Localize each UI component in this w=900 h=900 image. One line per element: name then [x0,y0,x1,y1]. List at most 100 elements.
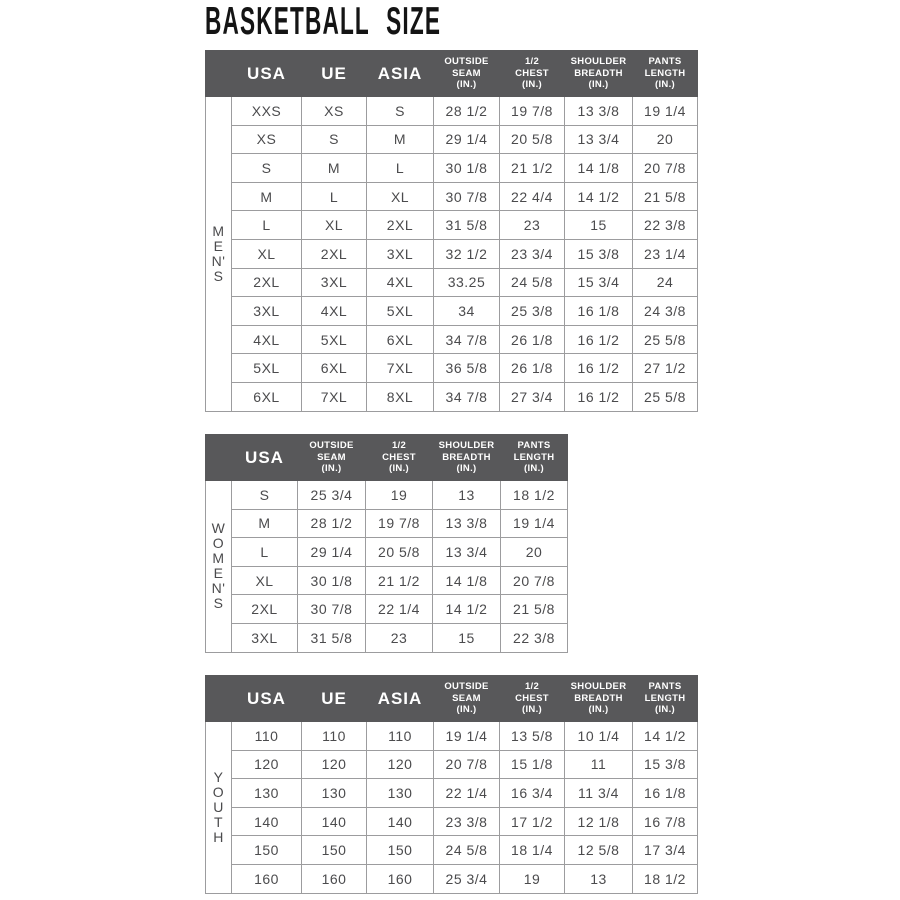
mens-size-cell: 16 1/2 [564,381,633,412]
mens-size-cell: XXS [231,96,302,126]
mens-size-cell: 2XL [366,210,434,240]
page-title: BASKETBALL SIZE [205,0,441,44]
mens-size-cell: 13 3/4 [564,124,633,155]
mens-column-header: 1/2 CHEST (IN.) [499,50,565,97]
womens-row: L 29 1/4 20 5/8 13 3/4 20 [206,537,568,567]
mens-size-cell: 14 1/2 [564,181,633,212]
youth-size-cell: 24 5/8 [433,835,500,865]
youth-size-cell: 19 1/4 [433,721,500,751]
womens-size-cell: 30 7/8 [297,594,366,624]
womens-size-cell: 19 7/8 [365,508,433,539]
mens-size-cell: 30 1/8 [433,153,500,183]
mens-size-cell: 21 5/8 [632,181,698,212]
mens-group-label: M E N' S [205,96,232,412]
womens-column-header: 1/2 CHEST (IN.) [365,434,433,481]
youth-column-header: PANTS LENGTH (IN.) [632,675,698,722]
mens-size-cell: XL [231,238,302,269]
youth-size-cell: 130 [301,778,367,808]
youth-row: 150 150 150 24 5/8 18 1/4 12 5/8 17 3/4 [206,835,698,865]
womens-header-spacer [205,434,232,481]
mens-size-cell: 19 7/8 [499,96,565,126]
youth-size-table: USA UE ASIA OUTSIDE SEAM (IN.) 1/2 CHEST (IN… [205,675,698,894]
mens-size-cell: 32 1/2 [433,238,500,269]
mens-size-cell: 6XL [366,324,434,355]
mens-size-cell: 2XL [301,238,367,269]
youth-size-cell: 120 [301,749,367,780]
youth-size-cell: 160 [231,863,302,894]
womens-size-cell: 30 1/8 [297,565,366,596]
mens-size-cell: 16 1/8 [564,296,633,326]
mens-size-cell: 7XL [366,353,434,383]
womens-size-cell: 20 [500,537,568,567]
youth-size-cell: 13 [564,863,633,894]
youth-column-header: 1/2 CHEST (IN.) [499,675,565,722]
mens-row: 3XL 4XL 5XL 34 25 3/8 16 1/8 24 3/8 [206,296,698,326]
youth-size-cell: 11 [564,749,633,780]
youth-size-cell: 150 [366,835,434,865]
womens-size-cell: L [231,537,298,567]
youth-size-cell: 110 [301,721,367,751]
mens-column-header: SHOULDER BREADTH (IN.) [564,50,633,97]
mens-size-cell: XL [301,210,367,240]
mens-size-cell: S [231,153,302,183]
mens-size-cell: M [301,153,367,183]
youth-size-cell: 140 [301,806,367,837]
womens-size-cell: 3XL [231,622,298,653]
mens-size-cell: 26 1/8 [499,324,565,355]
mens-size-cell: 6XL [231,381,302,412]
youth-row: 140 140 140 23 3/8 17 1/2 12 1/8 16 7/8 [206,806,698,837]
youth-size-cell: 150 [231,835,302,865]
mens-size-cell: 15 3/4 [564,267,633,298]
mens-size-cell: 21 1/2 [499,153,565,183]
youth-size-cell: 110 [231,721,302,751]
womens-size-cell: 31 5/8 [297,622,366,653]
mens-size-cell: 24 5/8 [499,267,565,298]
youth-size-cell: 20 7/8 [433,749,500,780]
womens-size-cell: 23 [365,622,433,653]
womens-size-cell: S [231,480,298,510]
youth-size-cell: 16 7/8 [632,806,698,837]
title-word-basketball: BASKETBALL [205,0,370,43]
mens-size-cell: 3XL [301,267,367,298]
womens-row: W O M E N' S S 25 3/4 19 13 18 1/2 [205,480,568,653]
youth-size-cell: 13 5/8 [499,721,565,751]
mens-row: XS S M 29 1/4 20 5/8 13 3/4 20 [206,124,698,155]
youth-size-cell: 23 3/8 [433,806,500,837]
mens-size-cell: 34 7/8 [433,324,500,355]
youth-size-cell: 150 [301,835,367,865]
mens-size-cell: XL [366,181,434,212]
youth-row: Y O U T H 110 110 110 19 1/4 13 5/8 10 1/4 14 1… [205,721,698,894]
youth-size-cell: 19 [499,863,565,894]
womens-size-cell: 2XL [231,594,298,624]
womens-size-cell: 13 3/8 [432,508,501,539]
mens-size-table: USA UE ASIA OUTSIDE SEAM (IN.) 1/2 CHEST (IN… [205,50,698,412]
womens-size-cell: 19 [365,480,433,510]
mens-size-cell: 7XL [301,381,367,412]
youth-size-cell: 10 1/4 [564,721,633,751]
mens-column-header: USA [231,50,302,97]
mens-size-cell: 25 5/8 [632,324,698,355]
mens-size-cell: 20 7/8 [632,153,698,183]
mens-column-header: PANTS LENGTH (IN.) [632,50,698,97]
mens-size-cell: 24 3/8 [632,296,698,326]
womens-column-header: OUTSIDE SEAM (IN.) [297,434,366,481]
mens-size-cell: 30 7/8 [433,181,500,212]
youth-size-cell: 14 1/2 [632,721,698,751]
mens-size-cell: 4XL [231,324,302,355]
mens-size-cell: 2XL [231,267,302,298]
mens-size-cell: 27 3/4 [499,381,565,412]
youth-size-cell: 11 3/4 [564,778,633,808]
youth-size-cell: 110 [366,721,434,751]
youth-size-cell: 12 1/8 [564,806,633,837]
womens-size-cell: 21 1/2 [365,565,433,596]
youth-size-cell: 120 [231,749,302,780]
mens-size-cell: S [301,124,367,155]
mens-column-header: UE [301,50,367,97]
mens-size-cell: 22 3/8 [632,210,698,240]
mens-size-cell: 5XL [231,353,302,383]
womens-size-cell: 14 1/2 [432,594,501,624]
youth-size-cell: 18 1/2 [632,863,698,894]
youth-column-header: SHOULDER BREADTH (IN.) [564,675,633,722]
mens-size-cell: 34 7/8 [433,381,500,412]
mens-row: XL 2XL 3XL 32 1/2 23 3/4 15 3/8 23 1/4 [206,238,698,269]
